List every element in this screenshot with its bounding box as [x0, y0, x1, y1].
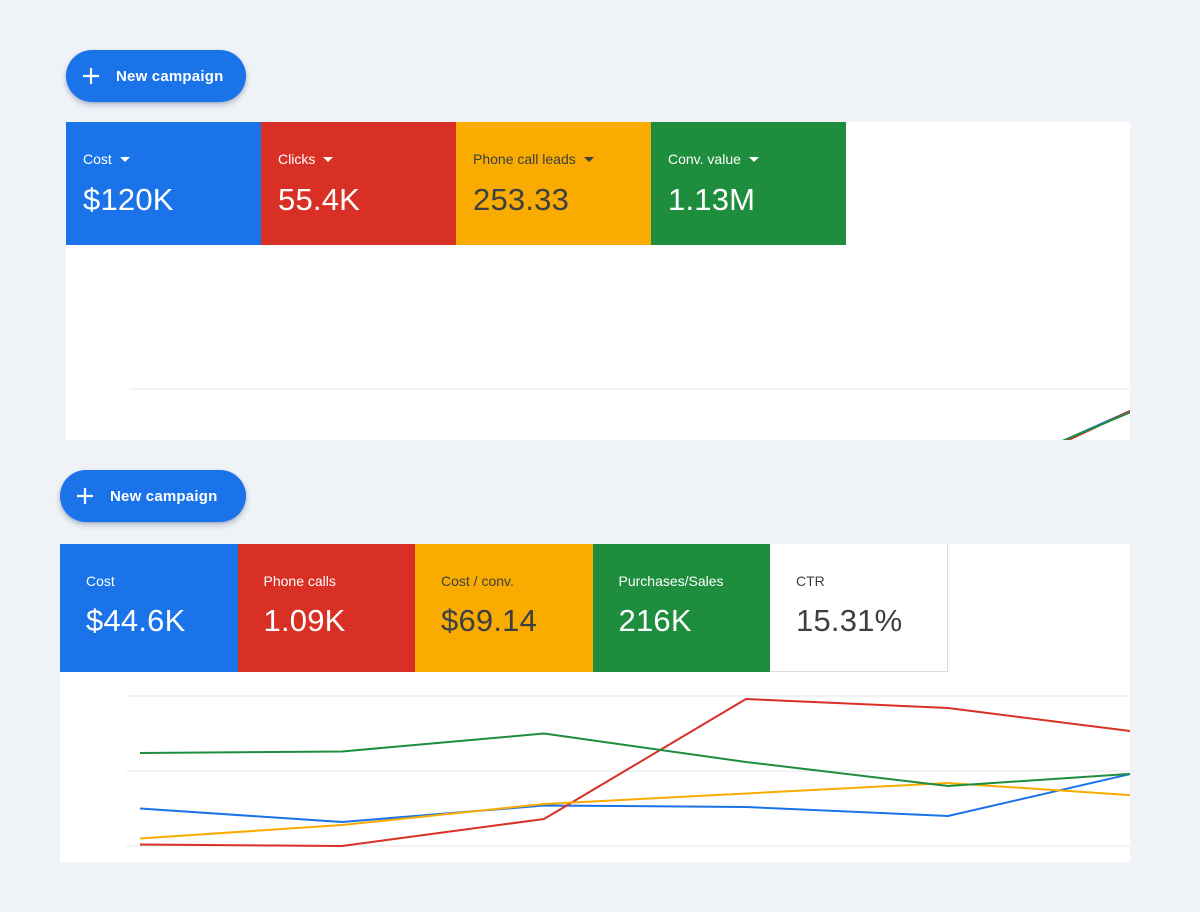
series-line-cost	[1062, 409, 1130, 440]
metric-tile-cost[interactable]: Cost $44.6K	[60, 544, 238, 672]
metric-value: 216K	[618, 603, 692, 638]
metric-label-row: Clicks	[278, 150, 456, 168]
metric-label: Clicks	[278, 151, 316, 167]
performance-card: Cost $44.6K Phone calls 1.09K Cost / con…	[60, 544, 1130, 862]
new-campaign-label: New campaign	[110, 487, 218, 505]
metric-value: $120K	[83, 182, 174, 217]
metric-label-row: Conv. value	[668, 150, 846, 168]
metric-label: Conv. value	[668, 151, 741, 167]
dropdown-caret-icon[interactable]	[583, 157, 594, 162]
metric-label: Phone call leads	[473, 151, 576, 167]
metric-tile-purchases-sales[interactable]: Purchases/Sales 216K	[592, 544, 770, 672]
metric-tile-phone-calls[interactable]: Phone calls 1.09K	[237, 544, 415, 672]
new-campaign-button[interactable]: New campaign	[66, 50, 246, 102]
metric-label: Cost	[86, 573, 115, 589]
plus-icon	[83, 68, 99, 84]
metric-tiles: Cost $120K Clicks 55.4K Phone call leads…	[66, 122, 846, 245]
series-line-cost	[139, 773, 1130, 823]
dropdown-caret-icon[interactable]	[119, 157, 130, 162]
metric-value: 1.13M	[668, 182, 756, 217]
series-line-purchases-sales	[139, 732, 1130, 787]
metric-value: 15.31%	[796, 603, 903, 638]
metric-tile-clicks[interactable]: Clicks 55.4K	[261, 122, 456, 245]
metric-label-row: Cost	[83, 150, 261, 168]
metric-value: $69.14	[441, 603, 538, 638]
metric-label: Phone calls	[263, 573, 336, 589]
metric-value: $44.6K	[86, 603, 186, 638]
dropdown-caret-icon[interactable]	[323, 157, 334, 162]
metric-value: 55.4K	[278, 182, 361, 217]
series-line-clicks	[1066, 410, 1130, 440]
dropdown-caret-icon[interactable]	[748, 157, 759, 162]
series-line-conv-value	[1062, 411, 1130, 440]
metric-label: Cost / conv.	[441, 573, 514, 589]
line-chart	[126, 695, 1130, 847]
series-line-cost-conv	[139, 782, 1130, 840]
metric-tile-conv-value[interactable]: Conv. value 1.13M	[651, 122, 846, 245]
metric-tile-phone-call-leads[interactable]: Phone call leads 253.33	[456, 122, 651, 245]
metric-label: CTR	[796, 573, 825, 589]
plus-icon	[77, 488, 93, 504]
line-chart	[130, 388, 1130, 440]
metric-tile-cost[interactable]: Cost $120K	[66, 122, 261, 245]
new-campaign-label: New campaign	[116, 67, 224, 85]
metric-value: 1.09K	[263, 603, 346, 638]
performance-card: Cost $120K Clicks 55.4K Phone call leads…	[66, 122, 1130, 440]
metric-label: Cost	[83, 151, 112, 167]
series-line-phone-calls	[139, 698, 1130, 847]
metric-label: Purchases/Sales	[618, 573, 724, 589]
metric-tile-ctr[interactable]: CTR 15.31%	[770, 544, 948, 672]
metric-tile-cost-per-conv[interactable]: Cost / conv. $69.14	[415, 544, 593, 672]
metric-value: 253.33	[473, 182, 570, 217]
new-campaign-button[interactable]: New campaign	[60, 470, 246, 522]
metric-tiles: Cost $44.6K Phone calls 1.09K Cost / con…	[60, 544, 948, 672]
metric-label-row: Phone call leads	[473, 150, 651, 168]
